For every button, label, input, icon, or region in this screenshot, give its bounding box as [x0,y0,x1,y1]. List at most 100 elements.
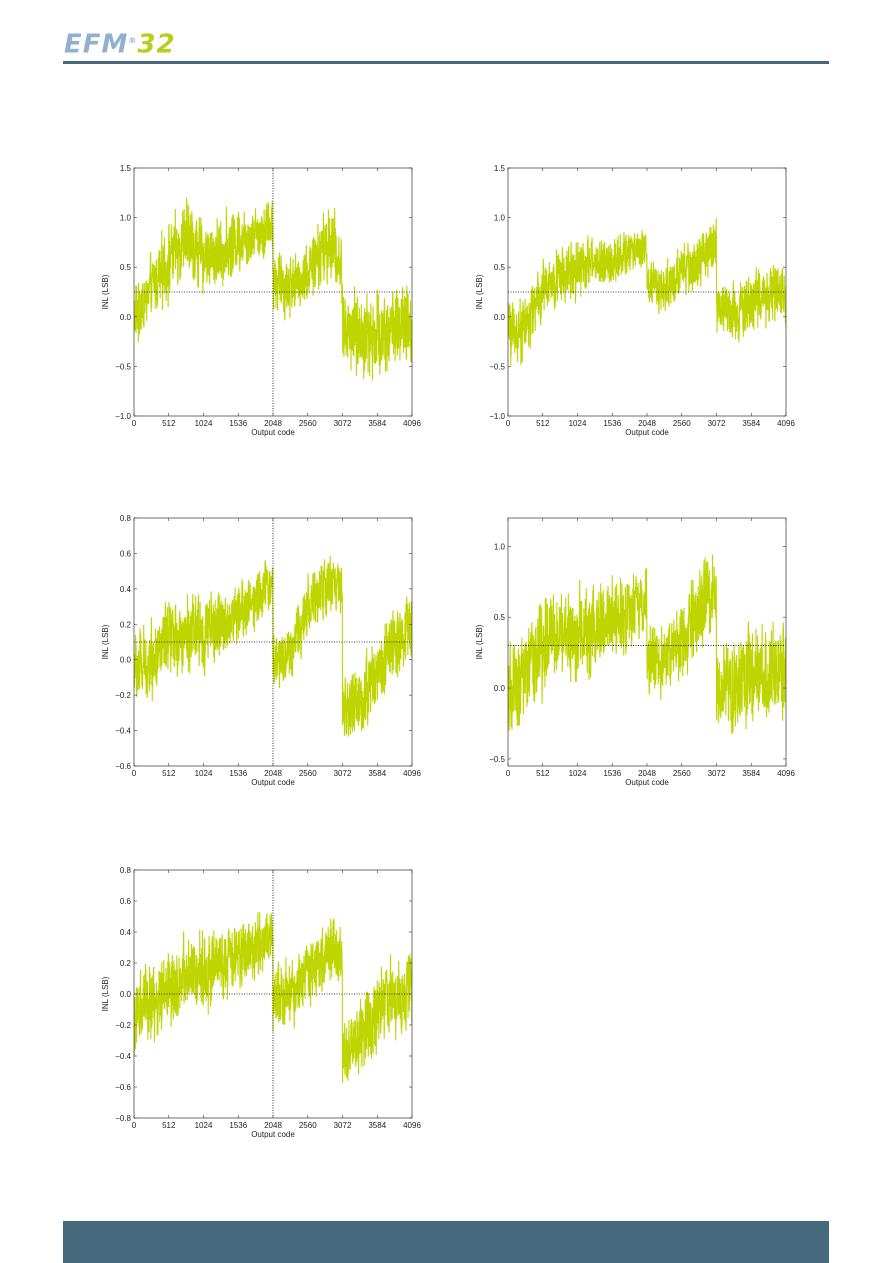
x-tick-label: 2048 [264,769,282,778]
y-axis-label: INL (LSB) [475,624,484,659]
y-tick-label: 1.0 [494,214,506,223]
y-tick-label: −0.5 [115,362,131,371]
logo-text-secondary: 32 [137,29,176,60]
x-tick-label: 0 [132,1121,137,1130]
x-tick-label: 1024 [569,769,587,778]
y-tick-label: 1.0 [120,214,132,223]
x-tick-label: 4096 [777,419,795,428]
x-tick-label: 1024 [195,1121,213,1130]
x-tick-label: 0 [132,419,137,428]
y-tick-label: 0.4 [120,928,132,937]
inl-series-line [134,555,412,737]
inl-series-line [508,218,786,366]
y-axis-label: INL (LSB) [475,274,484,309]
x-tick-label: 2048 [638,769,656,778]
inl-series-line [508,554,786,734]
x-axis-label: Output code [625,428,669,437]
y-tick-label: 0.2 [120,620,132,629]
logo-registered-mark: ® [128,36,138,45]
efm32-logo: EFM®32 [64,24,176,60]
y-tick-label: −0.5 [489,362,505,371]
chart-svg: 0 512 1024 1536 2048 2560 3072 3584 4096 −1.0 −0.5… [475,164,795,437]
x-tick-label: 1024 [195,769,213,778]
y-tick-label: −0.4 [115,1052,131,1061]
y-tick-label: −0.8 [115,1114,131,1123]
x-tick-label: 4096 [403,419,421,428]
x-axis-label: Output code [251,778,295,787]
x-tick-label: 3584 [368,769,386,778]
x-tick-label: 3584 [368,1121,386,1130]
inl-series-line [134,197,412,381]
y-tick-label: −0.2 [115,691,131,700]
x-tick-label: 512 [162,769,176,778]
x-tick-label: 3072 [334,1121,352,1130]
x-tick-label: 2560 [299,419,317,428]
x-tick-label: 1024 [195,419,213,428]
x-tick-label: 3584 [368,419,386,428]
x-tick-label: 512 [162,1121,176,1130]
chart-svg: 0 512 1024 1536 2048 2560 3072 3584 4096 −0.8 −0.6… [101,866,421,1139]
inl-chart-5: 0 512 1024 1536 2048 2560 3072 3584 4096 −0.8 −0.6… [92,862,422,1144]
y-tick-label: −0.5 [489,755,505,764]
inl-chart-4: 0 512 1024 1536 2048 2560 3072 3584 4096 −0.5 0.0 0… [466,510,796,792]
x-tick-label: 2048 [264,1121,282,1130]
x-axis-label: Output code [625,778,669,787]
y-tick-label: 1.5 [120,164,132,173]
x-tick-label: 1536 [603,769,621,778]
x-tick-label: 0 [506,419,511,428]
y-tick-label: 0.6 [120,549,132,558]
x-tick-label: 3584 [742,769,760,778]
logo-text-primary: EFM [64,29,129,60]
footer-bar [63,1221,829,1263]
y-tick-label: 0.2 [120,959,132,968]
y-tick-label: 1.0 [494,542,506,551]
x-axis-label: Output code [251,428,295,437]
y-axis-label: INL (LSB) [101,274,110,309]
x-tick-label: 1536 [229,769,247,778]
y-tick-label: 0.0 [494,684,506,693]
y-tick-label: 0.0 [120,656,132,665]
y-tick-label: 0.8 [120,866,132,875]
y-tick-label: 0.0 [120,313,132,322]
x-axis-label: Output code [251,1130,295,1139]
y-tick-label: 0.8 [120,514,132,523]
y-tick-label: −0.6 [115,762,131,771]
x-tick-label: 1536 [603,419,621,428]
y-tick-label: −1.0 [115,412,131,421]
x-tick-label: 3072 [334,769,352,778]
x-tick-label: 2560 [299,1121,317,1130]
x-tick-label: 2560 [673,769,691,778]
x-tick-label: 0 [506,769,511,778]
y-tick-label: 0.0 [494,313,506,322]
inl-series-line [134,912,412,1083]
y-tick-label: −0.2 [115,1021,131,1030]
x-tick-label: 2048 [264,419,282,428]
chart-svg: 0 512 1024 1536 2048 2560 3072 3584 4096 −1.0 −0.5… [101,164,421,437]
x-tick-label: 512 [162,419,176,428]
x-tick-label: 1024 [569,419,587,428]
inl-chart-3: 0 512 1024 1536 2048 2560 3072 3584 4096 −0.6 −0.4… [92,510,422,792]
y-tick-label: −0.4 [115,727,131,736]
x-tick-label: 1536 [229,419,247,428]
y-tick-label: 0.4 [120,585,132,594]
x-tick-label: 3072 [334,419,352,428]
x-tick-label: 3072 [708,419,726,428]
y-axis-label: INL (LSB) [101,624,110,659]
y-tick-label: 0.5 [494,263,506,272]
x-tick-label: 512 [536,769,550,778]
y-tick-label: −1.0 [489,412,505,421]
chart-svg: 0 512 1024 1536 2048 2560 3072 3584 4096 −0.5 0.0 0… [475,517,795,787]
y-tick-label: 1.5 [494,164,506,173]
x-tick-label: 2048 [638,419,656,428]
x-tick-label: 2560 [299,769,317,778]
header-rule [63,61,829,64]
y-axis-label: INL (LSB) [101,976,110,1011]
chart-svg: 0 512 1024 1536 2048 2560 3072 3584 4096 −0.6 −0.4… [101,514,421,787]
y-tick-label: 0.5 [120,263,132,272]
inl-chart-1: 0 512 1024 1536 2048 2560 3072 3584 4096 −1.0 −0.5… [92,160,422,442]
x-tick-label: 3072 [708,769,726,778]
x-tick-label: 3584 [742,419,760,428]
y-tick-label: −0.6 [115,1083,131,1092]
x-tick-label: 512 [536,419,550,428]
inl-chart-2: 0 512 1024 1536 2048 2560 3072 3584 4096 −1.0 −0.5… [466,160,796,442]
